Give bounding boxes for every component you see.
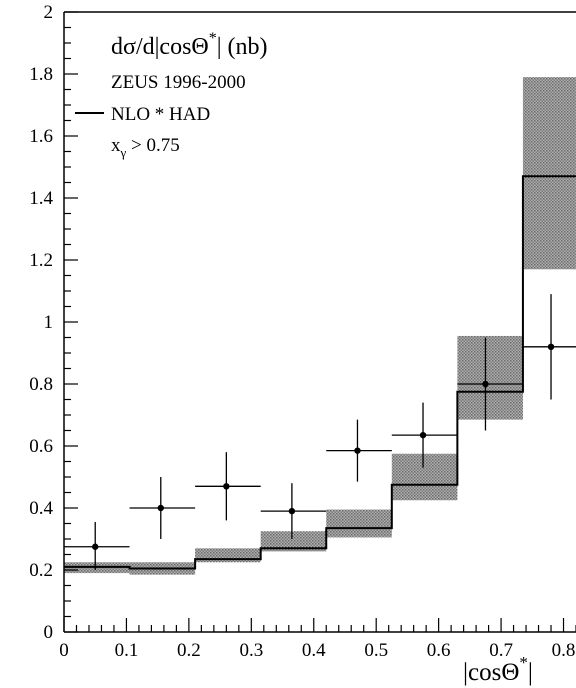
- data-point-marker: [157, 504, 164, 512]
- chart-title: dσ/d|cosΘ*| (nb): [111, 30, 268, 60]
- x-tick-label: 0.2: [177, 640, 201, 661]
- x-tick-label: 0: [59, 640, 69, 661]
- data-point-5: [391, 402, 458, 468]
- x-axis-ticks: 0 0.1 0.2 0.3 0.4 0.5 0.6 0.7 0.8: [59, 618, 576, 661]
- nlo-band-bin-7: [522, 77, 576, 270]
- legend-cut-label: xγ > 0.75: [111, 135, 180, 160]
- data-point-3: [260, 483, 327, 539]
- nlo-step-line: [64, 175, 576, 570]
- x-axis-label-main: |cosΘ: [463, 659, 519, 686]
- y-tick-label: 0.4: [29, 498, 53, 519]
- data-point-marker: [354, 447, 361, 454]
- x-axis-label: |cosΘ*|: [463, 653, 533, 686]
- data-point-4: [326, 419, 392, 482]
- x-tick-label: 0.5: [364, 640, 388, 661]
- nlo-band-bin-5: [391, 453, 458, 501]
- y-tick-label: 1: [44, 312, 54, 333]
- y-tick-label: 0.6: [29, 436, 53, 457]
- y-tick-label: 0: [44, 622, 54, 643]
- x-tick-label: 0.4: [302, 640, 326, 661]
- data-point-marker: [223, 483, 230, 490]
- chart-title-main: dσ/d|cosΘ: [111, 34, 209, 60]
- nlo-step-path: [64, 175, 576, 570]
- y-tick-label: 1.6: [29, 126, 53, 147]
- legend-cut-sub: γ: [120, 145, 127, 160]
- y-tick-label: 1.8: [29, 64, 53, 85]
- data-point-0: [64, 521, 130, 570]
- data-point-marker: [419, 431, 427, 439]
- data-point-marker: [482, 380, 489, 388]
- x-tick-label: 0.3: [239, 640, 263, 661]
- legend-cut-main: x: [111, 135, 121, 156]
- data-point-marker: [288, 507, 296, 515]
- x-tick-label: 0.7: [489, 640, 513, 661]
- y-tick-label: 0.8: [29, 374, 53, 395]
- x-tick-label: 0.1: [115, 640, 139, 661]
- chart-title-sup: *: [209, 30, 217, 47]
- legend-cut-rest: > 0.75: [126, 135, 179, 156]
- nlo-band-bin-6: [457, 335, 523, 420]
- nlo-uncertainty-bands: [64, 77, 576, 575]
- y-tick-label: 1.4: [29, 188, 53, 209]
- x-axis-label-end: |: [528, 659, 533, 686]
- legend-zeus-label: ZEUS 1996-2000: [111, 72, 246, 93]
- data-point-marker: [92, 543, 99, 550]
- y-axis-ticks: 0 0.2 0.4 0.6 0.8 1 1.2 1.4 1.6 1.8 2: [29, 2, 78, 643]
- legend-nlo-label: NLO * HAD: [111, 104, 210, 125]
- x-tick-label: 0.6: [427, 640, 451, 661]
- nlo-band-bin-4: [326, 509, 392, 538]
- y-tick-label: 1.2: [29, 250, 53, 271]
- nlo-band-bin-2: [195, 548, 261, 563]
- y-tick-label: 2: [44, 2, 54, 23]
- chart-title-units: | (nb): [217, 34, 268, 60]
- x-axis-label-sup: *: [519, 653, 528, 672]
- x-tick-label: 0.8: [552, 640, 576, 661]
- data-point-6: [457, 337, 523, 431]
- data-point-1: [129, 477, 196, 539]
- zeus-data-points: [64, 294, 576, 570]
- data-point-2: [195, 452, 261, 521]
- data-point-marker: [547, 343, 555, 350]
- data-point-7: [522, 294, 576, 400]
- nlo-band-bin-3: [260, 531, 327, 552]
- y-tick-label: 0.2: [29, 560, 53, 581]
